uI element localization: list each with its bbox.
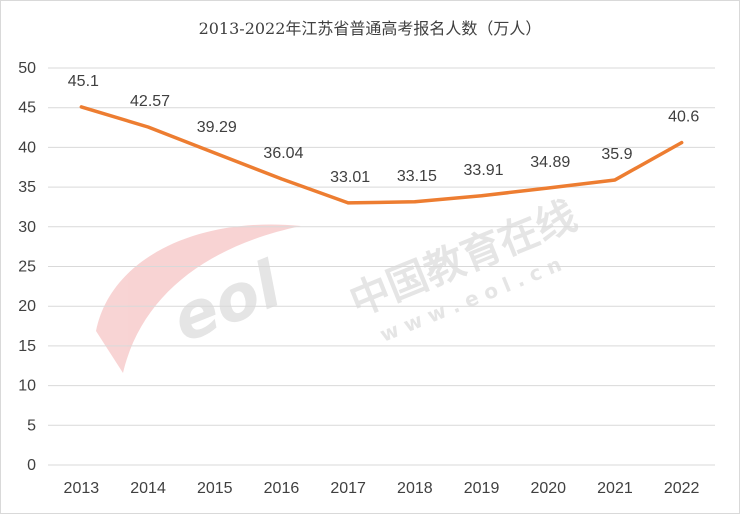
data-labels: 45.1 42.57 39.29 36.04 33.01 33.15 33.91 34.89 3… (68, 73, 700, 186)
data-label: 42.57 (130, 93, 170, 110)
x-tick-label: 2016 (264, 480, 300, 497)
data-point (279, 177, 283, 181)
series-line (79, 105, 684, 205)
gridlines (48, 67, 715, 466)
y-tick-label: 10 (18, 378, 36, 395)
data-point (346, 201, 350, 205)
data-label: 45.1 (68, 73, 99, 90)
x-tick-label: 2020 (530, 480, 566, 497)
data-label: 40.6 (668, 109, 699, 126)
y-tick-label: 35 (18, 179, 36, 196)
y-tick-label: 40 (18, 139, 36, 156)
y-tick-label: 0 (27, 457, 36, 474)
y-tick-label: 45 (18, 100, 36, 117)
data-label: 33.91 (464, 162, 504, 179)
x-tick-label: 2022 (664, 480, 700, 497)
y-tick-label: 15 (18, 338, 36, 355)
x-tick-label: 2014 (130, 480, 166, 497)
data-point (680, 141, 684, 145)
y-axis: 0 5 10 15 20 25 30 35 40 45 50 (18, 60, 36, 474)
y-tick-label: 25 (18, 259, 36, 276)
y-tick-label: 5 (27, 417, 36, 434)
y-tick-label: 30 (18, 219, 36, 236)
chart-title: 2013-2022年江苏省普通高考报名人数（万人） (198, 19, 542, 38)
x-tick-label: 2015 (197, 480, 233, 497)
data-point (146, 125, 150, 129)
x-tick-label: 2013 (64, 480, 100, 497)
data-point (480, 194, 484, 198)
series-line-path (79, 105, 684, 205)
data-label: 34.89 (530, 154, 570, 171)
data-point (413, 200, 417, 204)
x-tick-label: 2019 (464, 480, 500, 497)
data-label: 33.01 (330, 169, 370, 186)
x-tick-label: 2021 (597, 480, 633, 497)
watermark-swoosh (96, 224, 301, 373)
y-tick-label: 50 (18, 60, 36, 77)
data-label: 35.9 (601, 146, 632, 163)
data-label: 39.29 (197, 119, 237, 136)
data-label: 33.15 (397, 168, 437, 185)
data-point (213, 151, 217, 155)
x-tick-label: 2017 (330, 480, 366, 497)
data-point (613, 178, 617, 182)
y-tick-label: 20 (18, 298, 36, 315)
x-axis: 2013 2014 2015 2016 2017 2018 2019 2020 2021 2022 (64, 480, 700, 497)
data-point (546, 186, 550, 190)
data-point (79, 105, 83, 109)
data-label: 36.04 (263, 145, 303, 162)
x-tick-label: 2018 (397, 480, 433, 497)
